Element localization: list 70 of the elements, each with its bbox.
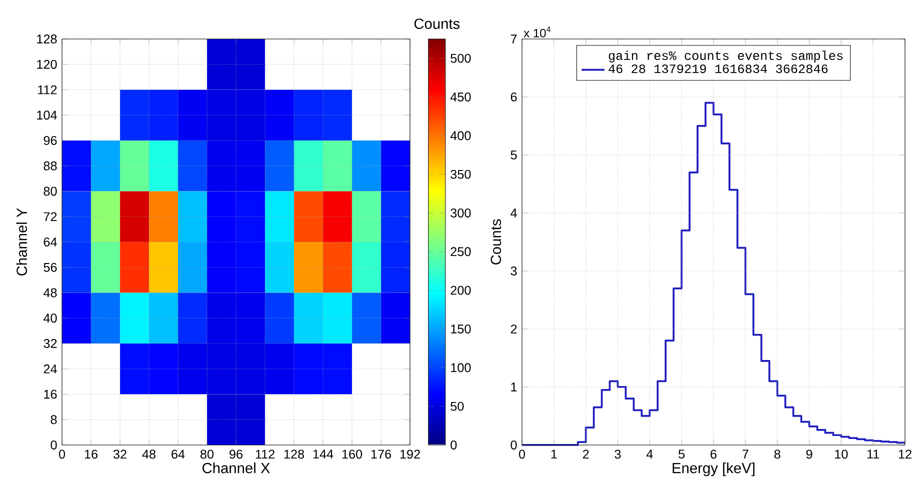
x-tick-label: 7	[742, 450, 748, 458]
y-tick-label: 8	[50, 415, 57, 424]
x-tick-label: 0	[58, 450, 66, 459]
x-tick-label: 128	[284, 450, 304, 459]
y-tick-label: 104	[37, 110, 57, 120]
x-tick-label: 11	[867, 450, 880, 458]
x-axis-title: Energy [keV]	[672, 462, 754, 476]
x-tick-label: 176	[371, 450, 392, 459]
x-tick-label: 5	[678, 450, 685, 459]
y-tick-label: 0	[50, 440, 57, 450]
x-tick-label: 8	[774, 450, 780, 459]
color-bar-label: 500	[450, 54, 471, 63]
color-bar-label: 150	[451, 324, 471, 334]
y-tick-label: 5	[510, 150, 517, 160]
x-tick-label: 12	[898, 450, 912, 459]
x-tick-label: 1	[551, 450, 557, 458]
x-tick-label: 9	[806, 450, 812, 459]
legend-title: gain res% counts events samples	[608, 50, 843, 62]
y-tick-label: 88	[44, 161, 57, 170]
y-tick-label: 7	[510, 34, 517, 44]
y-tick-label: 4	[510, 208, 517, 218]
x-tick-label: 64	[172, 450, 185, 459]
x-tick-label: 2	[582, 450, 589, 459]
color-bar-label: 50	[450, 402, 464, 411]
legend-label: 46 28 1379219 1616834 3662846	[608, 64, 828, 74]
y-tick-label: 24	[44, 364, 57, 374]
color-bar-label: 400	[450, 131, 471, 140]
y-tick-label: 64	[44, 238, 57, 246]
y-tick-label: 48	[44, 288, 57, 298]
x-axis-title: Channel X	[202, 462, 270, 474]
x-tick-label: 160	[342, 450, 362, 459]
x-tick-label: 96	[230, 450, 242, 459]
x-tick-label: 80	[200, 450, 214, 459]
x-tick-label: 32	[113, 450, 126, 459]
y-tick-label: 32	[44, 339, 57, 348]
y-tick-label: 0	[510, 440, 517, 450]
color-bar-label: 0	[450, 440, 457, 450]
y-tick-label: 40	[44, 314, 57, 323]
color-bar-label: 350	[450, 170, 471, 179]
x-tick-label: 192	[400, 450, 420, 459]
y-tick-label: 1	[511, 382, 517, 392]
y-tick-label: 96	[44, 136, 57, 145]
y-tick-label: 3	[510, 266, 517, 276]
y-tick-label: 2	[510, 324, 517, 334]
y-tick-label: 16	[44, 390, 57, 399]
text: x 10$^{4}$	[524, 26, 551, 38]
color-bar-label: 300	[450, 208, 471, 218]
y-tick-label: 80	[44, 186, 57, 196]
y-tick-label: 128	[37, 34, 57, 44]
x-tick-label: 0	[518, 450, 526, 459]
color-bar-label: 250	[450, 247, 471, 256]
color-bar-title: Counts	[414, 18, 460, 29]
x-tick-label: 4	[646, 450, 653, 458]
x-tick-label: 16	[84, 450, 98, 459]
color-bar-label: 100	[451, 363, 471, 372]
x-tick-label: 112	[256, 450, 274, 459]
color-bar-label: 450	[450, 92, 471, 102]
y-tick-label: 72	[44, 212, 57, 222]
y-tick-label: 56	[44, 262, 57, 272]
y-tick-label: 120	[37, 60, 57, 69]
x-tick-label: 6	[710, 450, 716, 459]
color-bar-label: 200	[450, 286, 471, 295]
y-tick-label: 6	[510, 92, 517, 102]
y-axis-title: Counts	[490, 219, 502, 264]
x-tick-label: 144	[313, 450, 334, 458]
y-tick-label: 112	[38, 85, 57, 94]
x-tick-label: 10	[835, 450, 848, 459]
x-tick-label: 3	[614, 450, 621, 459]
y-axis-title: Channel Y	[16, 208, 28, 276]
x-tick-label: 48	[142, 450, 156, 459]
